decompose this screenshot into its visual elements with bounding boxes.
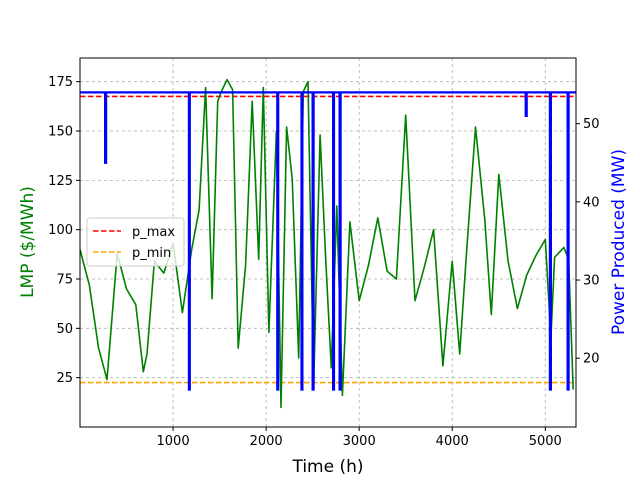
grid bbox=[80, 58, 576, 427]
x-tick-label: 2000 bbox=[250, 434, 283, 449]
x-tick-label: 3000 bbox=[343, 434, 376, 449]
x-tick-label: 4000 bbox=[436, 434, 469, 449]
y-left-tick-label: 75 bbox=[56, 273, 73, 288]
axes: 1000 2000 3000 4000 5000 25 50 75 100 125 150 175 20… bbox=[48, 75, 599, 449]
y-right-tick-label: 40 bbox=[583, 195, 600, 210]
series-line-power-produced bbox=[80, 91, 576, 391]
y-left-tick-label: 175 bbox=[48, 75, 73, 90]
legend-p-max-label: p_max bbox=[132, 225, 175, 240]
legend: p_max p_min bbox=[86, 217, 185, 267]
x-tick-label: 1000 bbox=[157, 434, 190, 449]
y-left-tick-label: 150 bbox=[48, 125, 73, 140]
y-left-tick-label: 100 bbox=[48, 223, 73, 238]
y-left-tick-label: 50 bbox=[56, 322, 73, 337]
y-left-tick-label: 125 bbox=[48, 174, 73, 189]
y-right-tick-label: 50 bbox=[583, 117, 600, 132]
plot-frame bbox=[79, 57, 577, 428]
y-axis-right-title: Power Produced (MW) bbox=[609, 149, 629, 335]
y-right-tick-label: 20 bbox=[583, 352, 600, 367]
y-left-tick-label: 25 bbox=[56, 371, 73, 386]
legend-p-min-label: p_min bbox=[132, 246, 171, 261]
y-axis-left-title: LMP ($/MWh) bbox=[18, 186, 38, 298]
y-right-tick-label: 30 bbox=[583, 274, 600, 289]
x-axis-title: Time (h) bbox=[291, 457, 363, 477]
legend-box bbox=[86, 217, 185, 267]
x-tick-label: 5000 bbox=[529, 434, 562, 449]
